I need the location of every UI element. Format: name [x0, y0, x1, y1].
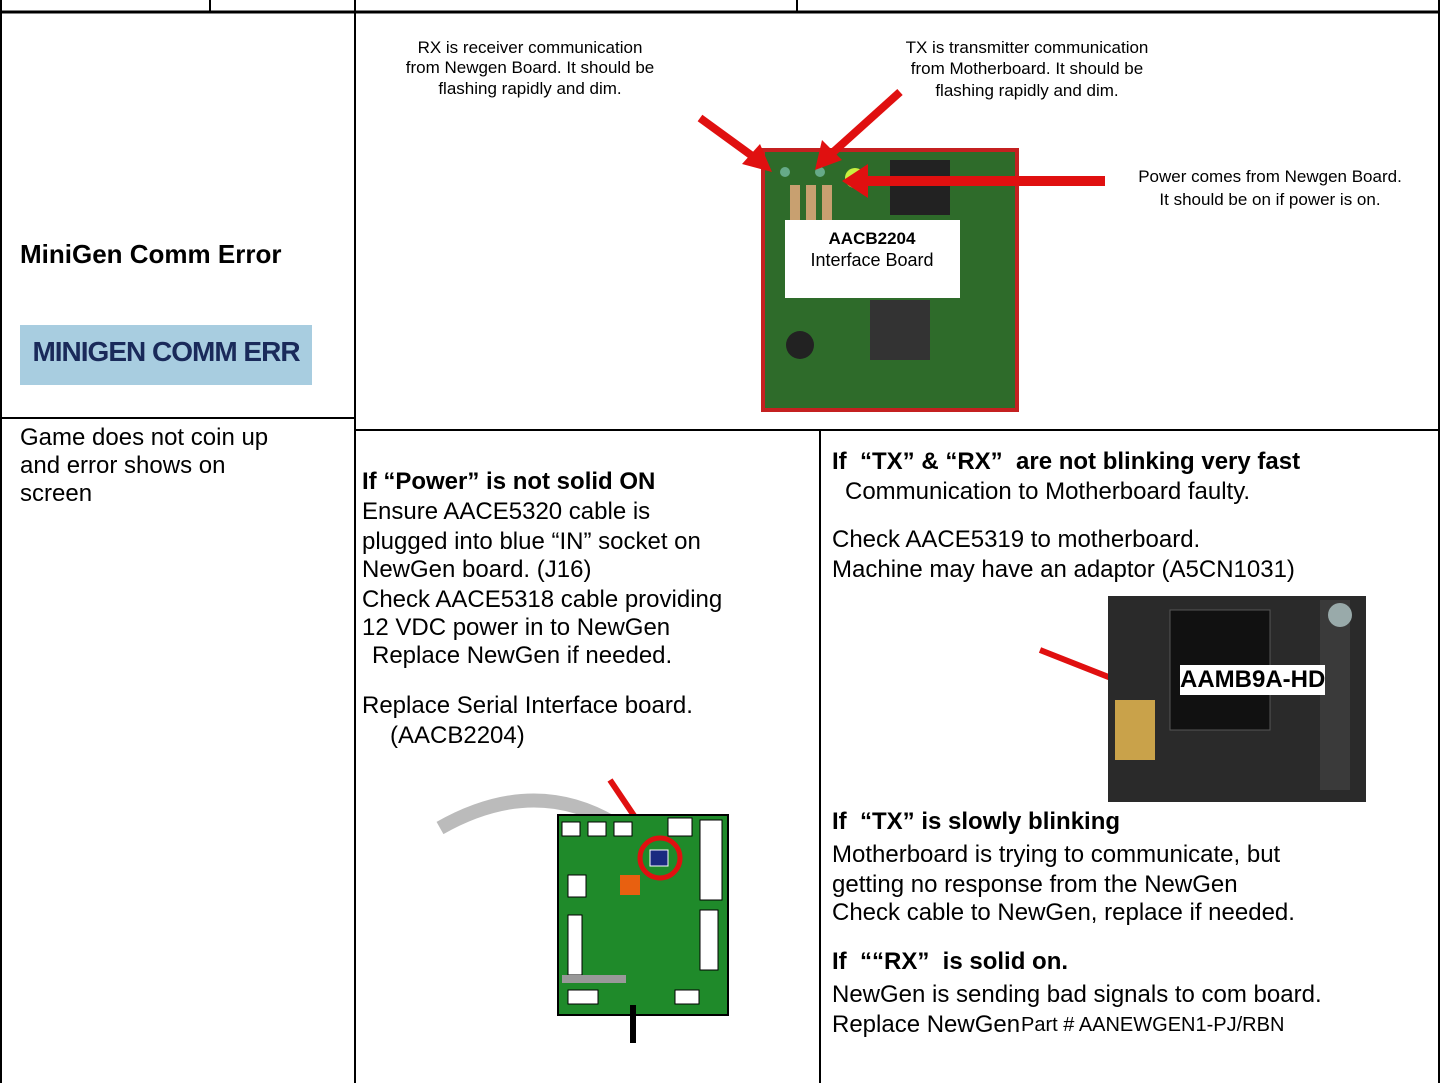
comm-heading: If “TX” & “RX” are not blinking very fas… [832, 448, 1301, 475]
tx-note: from Motherboard. It should be [910, 59, 1144, 78]
rx-note: flashing rapidly and dim. [438, 79, 622, 98]
slow-line: Check cable to NewGen, replace if needed… [832, 899, 1295, 926]
comm-check: Check AACE5319 to motherboard. [832, 526, 1201, 553]
power-step: Ensure AACE5320 cable is [362, 498, 651, 525]
motherboard-photo [1108, 596, 1366, 802]
slow-line: getting no response from the NewGen [832, 871, 1238, 898]
symptom-title: MiniGen Comm Error [20, 239, 282, 269]
symptom-description: and error shows on [20, 452, 226, 479]
comm-check: Machine may have an adaptor (A5CN1031) [832, 556, 1295, 583]
tx-note: TX is transmitter communication [905, 38, 1149, 57]
screen-banner: MINIGEN COMM ERR [32, 336, 300, 367]
solid-heading: If ““RX” is solid on. [832, 948, 1069, 975]
board-name: Interface Board [810, 250, 934, 270]
power-replace: Replace Serial Interface board. [362, 692, 693, 719]
power-step: 12 VDC power in to NewGen [362, 614, 671, 641]
comm-cause: Communication to Motherboard faulty. [845, 478, 1251, 505]
symptom-description: screen [20, 480, 93, 507]
newgen-board-diagram [436, 793, 729, 1043]
board-label-box [785, 220, 960, 298]
power-note: Power comes from Newgen Board. [1138, 167, 1402, 186]
slow-line: Motherboard is trying to communicate, bu… [832, 841, 1281, 868]
board-part: AACB2204 [828, 229, 916, 248]
power-step: Check AACE5318 cable providing [362, 586, 723, 613]
power-replace: (AACB2204) [390, 722, 525, 749]
part-number: Part # AANEWGEN1-PJ/RBN [1021, 1014, 1285, 1036]
power-step: Replace NewGen if needed. [372, 642, 673, 669]
screen-banner-bg [20, 325, 312, 385]
tx-note: flashing rapidly and dim. [935, 81, 1119, 100]
power-note: It should be on if power is on. [1159, 190, 1381, 209]
rx-note: RX is receiver communication [417, 38, 643, 57]
symptom-description: Game does not coin up [20, 424, 269, 451]
rx-note: from Newgen Board. It should be [405, 58, 655, 77]
power-step: NewGen board. (J16) [362, 556, 592, 583]
motherboard-label: AAMB9A-HD [1180, 666, 1326, 693]
solid-line: Replace NewGen [832, 1011, 1021, 1038]
power-step: plugged into blue “IN” socket on [362, 528, 701, 555]
power-heading: If “Power” is not solid ON [362, 468, 656, 495]
solid-line: NewGen is sending bad signals to com boa… [832, 981, 1322, 1008]
slow-heading: If “TX” is slowly blinking [832, 808, 1121, 835]
